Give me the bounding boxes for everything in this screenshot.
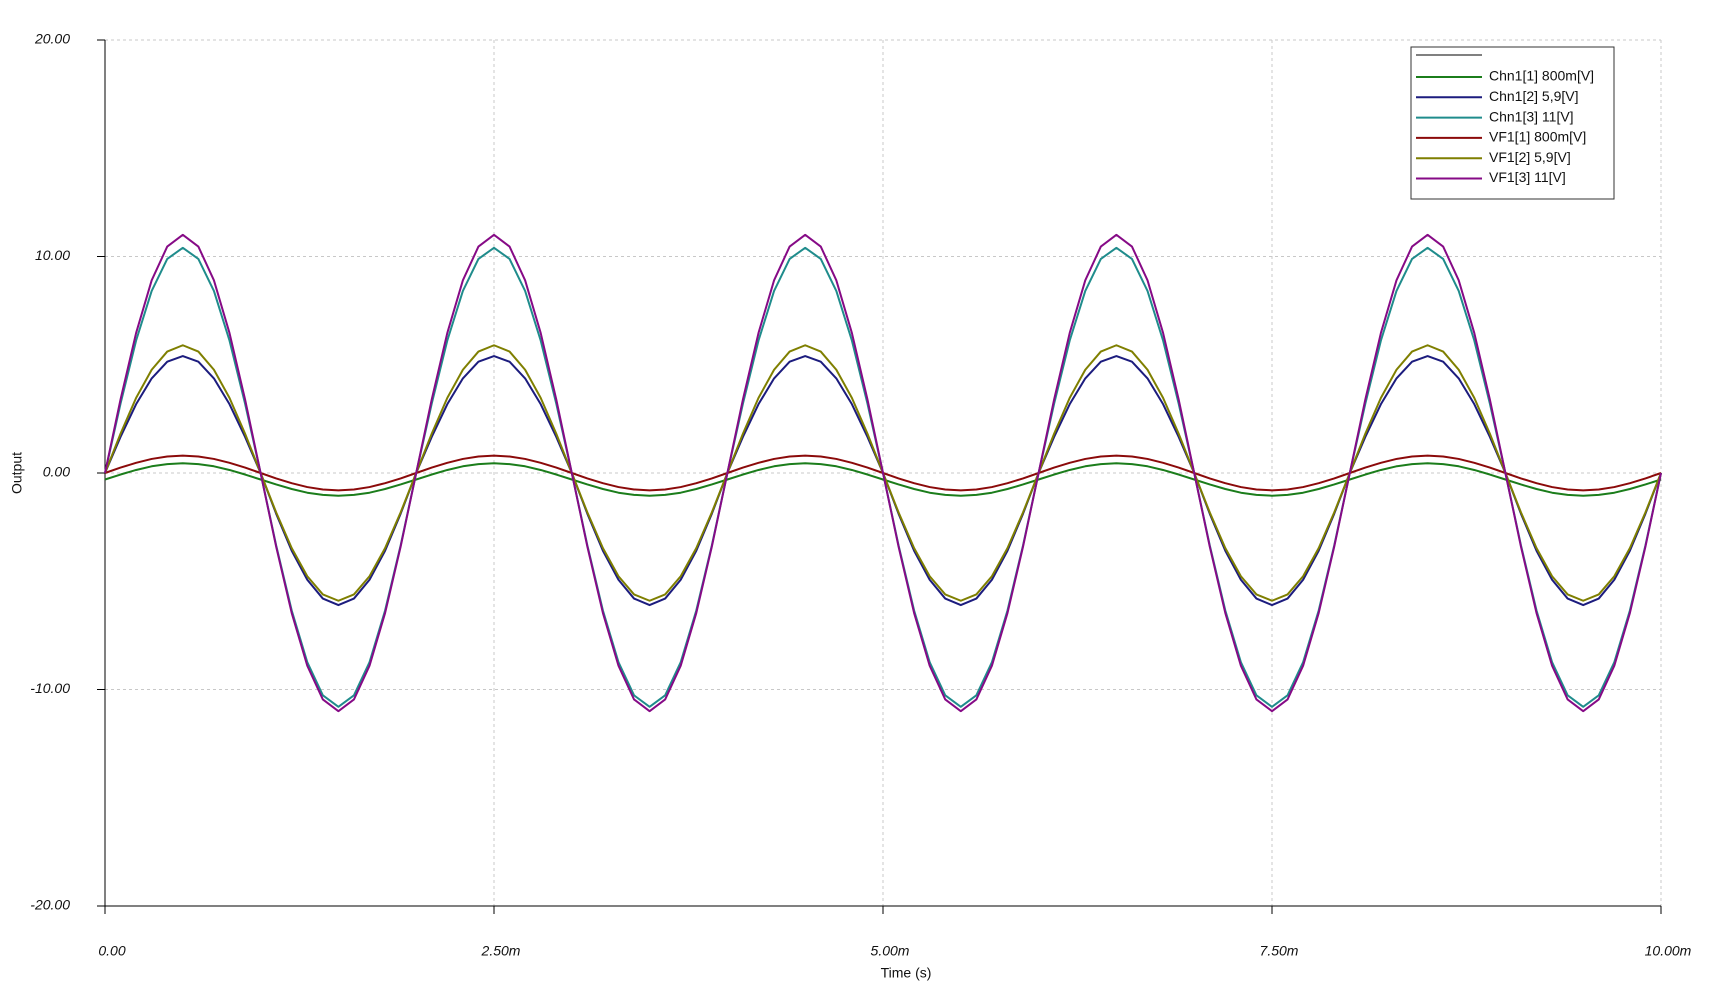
y-tick-label: 0.00 [43,464,70,480]
legend-label: Chn1[2] 5,9[V] [1489,88,1579,104]
x-tick-label: 5.00m [871,943,910,959]
legend-box [1410,46,1615,200]
y-tick-label: 20.00 [34,31,70,47]
y-tick-label: 10.00 [35,247,70,263]
x-tick-label: 0.00 [98,943,125,959]
legend-label: VF1[2] 5,9[V] [1489,149,1571,165]
x-axis-label: Time (s) [881,965,932,981]
y-tick-label: -20.00 [30,897,70,913]
x-tick-label: 2.50m [481,943,521,959]
legend-label: VF1[1] 800m[V] [1489,129,1586,145]
legend-label: Chn1[1] 800m[V] [1489,68,1594,84]
legend: Chn1[1] 800m[V] Chn1[2] 5,9[V] Chn1[3] 11[… [1410,46,1615,200]
y-axis-label: Output [9,452,25,494]
legend-label: Chn1[3] 11[V] [1489,108,1574,124]
series-line [104,462,1662,497]
legend-label: VF1[3] 11[V] [1489,169,1566,185]
x-tick-label: 7.50m [1260,943,1299,959]
series-line [104,233,1662,713]
y-tick-label: -10.00 [30,680,70,696]
x-tick-label: 10.00m [1645,943,1692,959]
